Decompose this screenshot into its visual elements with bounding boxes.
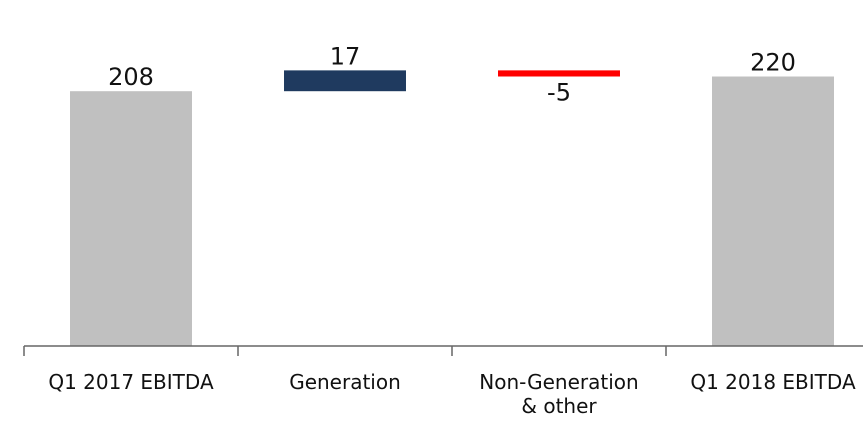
bar-generation <box>284 70 406 92</box>
x-axis: Q1 2017 EBITDA Generation Non-Generation & … <box>23 345 863 418</box>
bar-q1-2018-ebitda <box>712 76 834 346</box>
value-label: 220 <box>750 49 796 77</box>
x-tick-label: Generation <box>289 370 401 394</box>
x-tick-label: Non-Generation & other <box>479 370 638 418</box>
value-labels-layer: 208 17 -5 220 <box>108 42 796 106</box>
value-label: 208 <box>108 63 154 91</box>
value-label: 17 <box>330 42 361 70</box>
bar-q1-2017-ebitda <box>70 91 192 346</box>
x-tick-label: Q1 2017 EBITDA <box>48 370 214 394</box>
value-label: -5 <box>547 79 571 107</box>
bar-non-generation-other <box>498 70 620 77</box>
bars-layer <box>70 70 834 346</box>
x-tick-label: Q1 2018 EBITDA <box>690 370 856 394</box>
